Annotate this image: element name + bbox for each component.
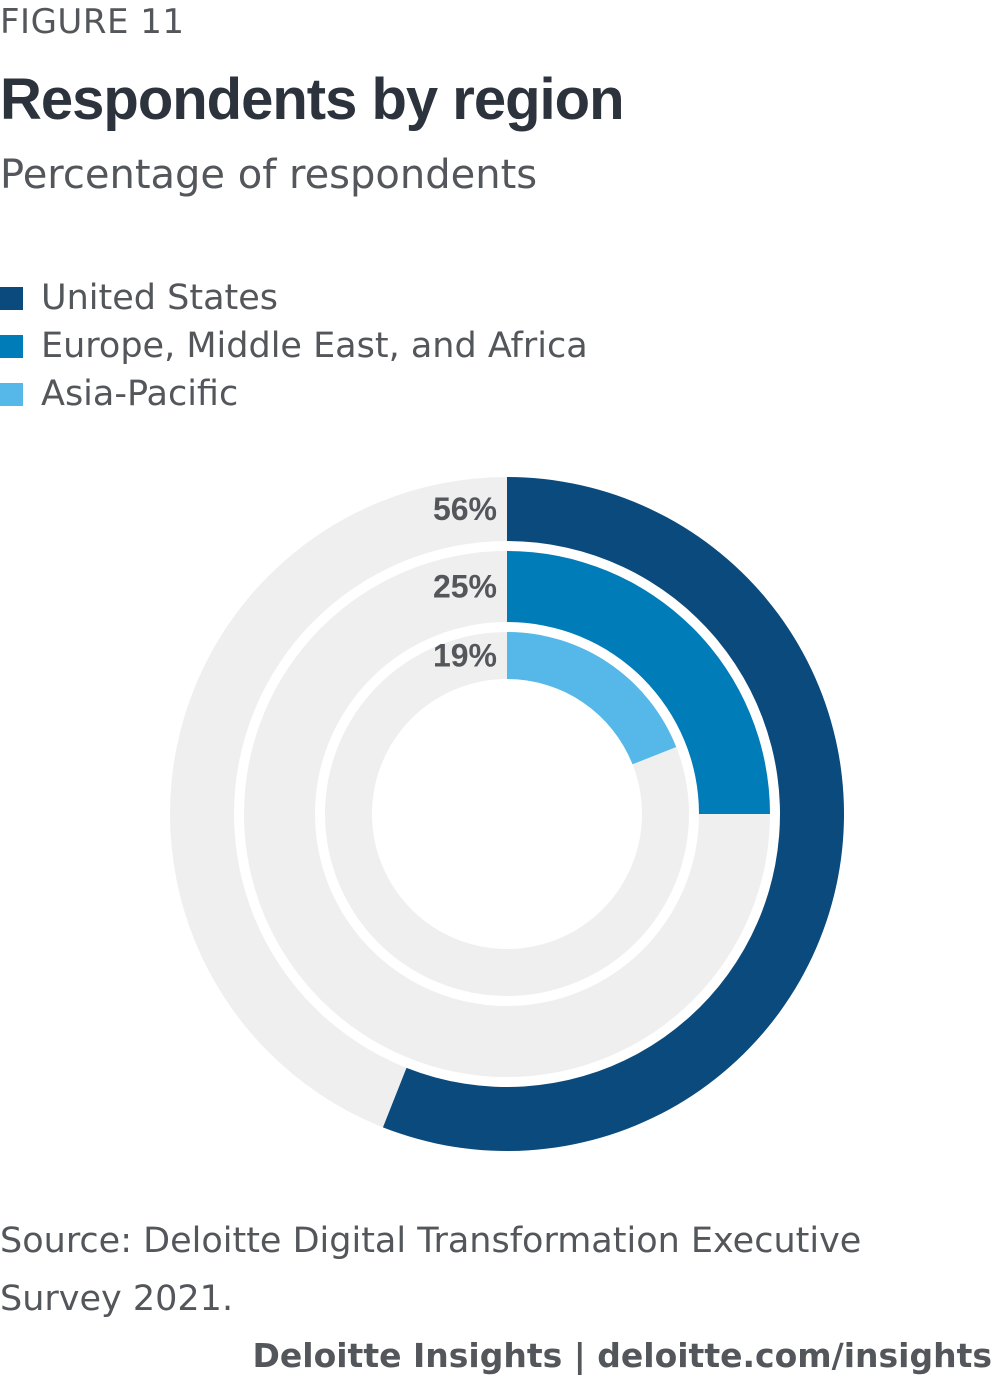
bar-united-states — [382, 477, 844, 1151]
legend: United States Europe, Middle East, and A… — [0, 274, 588, 418]
bar-asia-pacific — [507, 632, 677, 765]
chart-subtitle: Percentage of respondents — [0, 152, 538, 198]
legend-item-emea: Europe, Middle East, and Africa — [0, 322, 588, 370]
legend-label-united-states: United States — [41, 278, 279, 318]
legend-item-united-states: United States — [0, 274, 588, 322]
radial-bar-chart: 56% 25% 19% — [170, 477, 844, 1151]
value-label-emea: 25% — [433, 569, 497, 605]
bar-emea — [507, 551, 770, 814]
legend-item-asia-pacific: Asia-Pacific — [0, 370, 588, 418]
legend-swatch-united-states — [0, 286, 23, 310]
legend-swatch-asia-pacific — [0, 382, 23, 406]
legend-swatch-emea — [0, 334, 23, 358]
source-note: Source: Deloitte Digital Transformation … — [0, 1221, 862, 1319]
value-label-united-states: 56% — [433, 491, 497, 527]
chart-title: Respondents by region — [0, 67, 625, 132]
figure-label: FIGURE 11 — [0, 2, 185, 42]
footer-credit: Deloitte Insights | deloitte.com/insight… — [252, 1336, 992, 1375]
legend-label-emea: Europe, Middle East, and Africa — [41, 326, 588, 366]
legend-label-asia-pacific: Asia-Pacific — [41, 374, 239, 414]
value-label-asia-pacific: 19% — [433, 638, 497, 674]
